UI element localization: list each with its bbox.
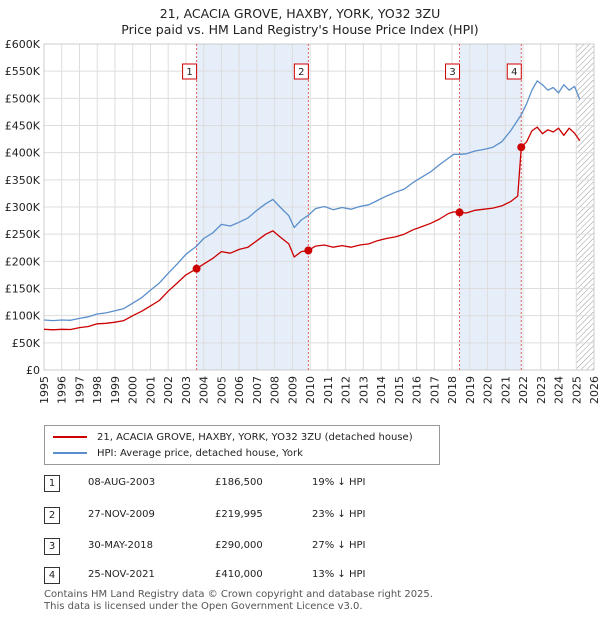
- x-tick-label: 1997: [73, 376, 86, 404]
- x-tick-label: 1995: [38, 376, 51, 404]
- sale-label-box: [445, 63, 461, 80]
- sale-number-badge: 2: [44, 507, 60, 524]
- y-tick-label: £50K: [12, 337, 41, 350]
- sale-price: £186,500: [215, 477, 263, 488]
- x-tick-label: 1996: [56, 376, 69, 404]
- y-tick-label: £300K: [5, 201, 41, 214]
- x-tick-label: 2012: [340, 376, 353, 404]
- x-tick-label: 2023: [535, 376, 548, 404]
- sale-hpi-diff: 19% ↓ HPI: [312, 477, 366, 488]
- legend-swatch-hpi: [53, 452, 87, 454]
- legend-label-hpi: HPI: Average price, detached house, York: [97, 447, 303, 459]
- price-chart: 1 2 3 4 £0 £50K £100K £150K £200K £250K £300K £350K…: [5, 38, 600, 404]
- x-tick-label: 2025: [570, 376, 583, 404]
- x-tick-label: 2007: [251, 376, 264, 404]
- sale-date: 30-MAY-2018: [88, 540, 154, 551]
- chart-legend: 21, ACACIA GROVE, HAXBY, YORK, YO32 3ZU …: [44, 425, 440, 465]
- footer-copyright: Contains HM Land Registry data © Crown c…: [44, 589, 433, 600]
- y-tick-label: £0: [26, 364, 40, 377]
- x-tick-label: 2001: [144, 376, 157, 404]
- x-tick-label: 2000: [127, 376, 140, 404]
- y-tick-label: £250K: [5, 228, 41, 241]
- x-tick-label: 2024: [553, 376, 566, 404]
- y-tick-label: £600K: [5, 38, 41, 51]
- x-tick-label: 2005: [215, 376, 228, 404]
- sale-number-badge: 1: [44, 475, 60, 492]
- y-tick-label: £150K: [5, 283, 41, 296]
- sale-point: [455, 208, 464, 217]
- sale-hpi-diff: 13% ↓ HPI: [312, 569, 366, 580]
- sale-price: £410,000: [215, 569, 263, 580]
- x-tick-label: 2020: [482, 376, 495, 404]
- sale-label-number: 3: [449, 67, 455, 78]
- chart-title: 21, ACACIA GROVE, HAXBY, YORK, YO32 3ZU: [159, 6, 441, 21]
- sale-label-number: 1: [186, 67, 192, 78]
- legend-swatch-property: [53, 436, 87, 438]
- x-tick-label: 2015: [393, 376, 406, 404]
- sale-label-box: [182, 63, 198, 80]
- x-tick-label: 2009: [286, 376, 299, 404]
- x-tick-label: 2022: [517, 376, 530, 404]
- x-tick-label: 2004: [198, 376, 211, 404]
- x-tick-label: 2019: [464, 376, 477, 404]
- y-tick-label: £550K: [5, 65, 41, 78]
- x-tick-label: 2018: [446, 376, 459, 404]
- sale-hpi-diff: 27% ↓ HPI: [312, 540, 366, 551]
- series-line-hpi: [43, 80, 581, 322]
- sale-price: £290,000: [215, 540, 263, 551]
- x-tick-label: 2003: [180, 376, 193, 404]
- sale-point: [517, 143, 526, 152]
- sale-price: £219,995: [215, 509, 263, 520]
- legend-item-property: 21, ACACIA GROVE, HAXBY, YORK, YO32 3ZU …: [53, 430, 413, 444]
- sale-number-badge: 4: [44, 567, 60, 584]
- sale-date: 25-NOV-2021: [88, 569, 155, 580]
- y-tick-label: £500K: [5, 92, 41, 105]
- x-tick-label: 2011: [322, 376, 335, 404]
- x-tick-label: 1999: [109, 376, 122, 404]
- y-tick-label: £100K: [5, 310, 41, 323]
- sale-hpi-diff: 23% ↓ HPI: [312, 509, 366, 520]
- y-tick-label: £450K: [5, 120, 41, 133]
- x-tick-label: 2021: [499, 376, 512, 404]
- legend-item-hpi: HPI: Average price, detached house, York: [53, 446, 303, 460]
- x-tick-label: 2014: [375, 376, 388, 404]
- sale-label-number: 2: [298, 67, 304, 78]
- x-tick-label: 1998: [91, 376, 104, 404]
- sale-date: 27-NOV-2009: [88, 509, 155, 520]
- sale-point: [192, 264, 201, 273]
- sale-number-badge: 3: [44, 538, 60, 555]
- x-tick-label: 2008: [269, 376, 282, 404]
- x-tick-label: 2016: [411, 376, 424, 404]
- x-tick-label: 2017: [428, 376, 441, 404]
- sale-label-number: 4: [511, 67, 517, 78]
- x-tick-label: 2010: [304, 376, 317, 404]
- x-tick-label: 2002: [162, 376, 175, 404]
- x-tick-label: 2006: [233, 376, 246, 404]
- sale-label-box: [293, 63, 309, 80]
- x-tick-label: 2013: [357, 376, 370, 404]
- sale-date: 08-AUG-2003: [88, 477, 156, 488]
- x-tick-label: 2026: [588, 376, 600, 404]
- plot-border: [43, 43, 595, 371]
- footer-license: This data is licensed under the Open Gov…: [44, 601, 363, 612]
- sale-point: [304, 246, 313, 255]
- y-tick-label: £400K: [5, 147, 41, 160]
- series-line-property: [43, 126, 581, 331]
- y-tick-label: £200K: [5, 255, 41, 268]
- sale-label-box: [506, 63, 522, 80]
- y-tick-label: £350K: [5, 174, 41, 187]
- chart-subtitle: Price paid vs. HM Land Registry's House …: [121, 22, 479, 37]
- legend-label-property: 21, ACACIA GROVE, HAXBY, YORK, YO32 3ZU …: [97, 431, 413, 443]
